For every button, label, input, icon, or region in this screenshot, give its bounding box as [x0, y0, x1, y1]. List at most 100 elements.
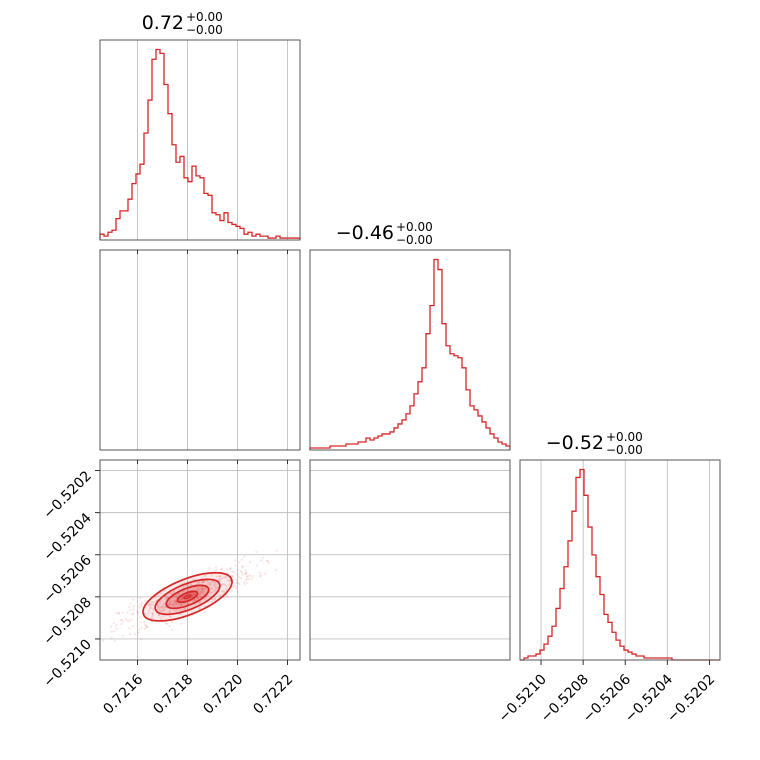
sample-point — [211, 580, 215, 583]
param-title-minus: −0.00 — [186, 23, 223, 37]
sample-point — [236, 568, 239, 572]
hist-panel-2: −0.52 +0.00−0.00 — [519, 430, 721, 661]
sample-point — [209, 581, 212, 585]
sample-point — [174, 602, 177, 606]
param-title-plus: +0.00 — [186, 10, 223, 24]
sample-point — [170, 603, 173, 607]
scatter-panel-0-1 — [99, 37, 301, 451]
sample-point — [258, 571, 262, 575]
sample-point — [110, 630, 113, 633]
sample-point — [245, 571, 248, 574]
sample-point — [147, 612, 150, 615]
sample-point — [137, 631, 140, 634]
sample-point — [180, 604, 183, 607]
x-tick-label: 0.7222 — [250, 672, 296, 718]
sample-point — [124, 617, 127, 621]
sample-point — [168, 609, 172, 612]
x-tick-label: 0.7216 — [100, 671, 146, 717]
sample-point — [129, 602, 132, 605]
sample-point — [243, 583, 246, 586]
sample-point — [160, 592, 163, 595]
sample-point — [210, 601, 213, 604]
sample-point — [222, 576, 226, 579]
scatter-panel-1-2 — [309, 459, 511, 661]
sample-point — [218, 578, 221, 581]
sample-point — [213, 589, 216, 592]
x-tick-label: 0.7220 — [200, 672, 246, 718]
sample-point — [198, 607, 201, 610]
sample-point — [228, 583, 231, 586]
sample-point — [171, 603, 174, 606]
sample-point — [224, 587, 228, 590]
sample-point — [221, 583, 225, 586]
sample-point — [177, 592, 180, 595]
sample-point — [132, 608, 135, 611]
sample-point — [209, 587, 212, 590]
sample-point — [164, 622, 168, 625]
sample-point — [169, 592, 172, 595]
sample-point — [219, 575, 223, 578]
sample-point — [245, 575, 248, 578]
sample-point — [164, 595, 167, 598]
contour-level-2 — [165, 584, 210, 610]
sample-point — [199, 591, 202, 594]
sample-point — [202, 580, 205, 584]
scatter-panel-0-2 — [99, 459, 301, 661]
scatter-panel-frame — [309, 459, 511, 661]
sample-point — [275, 569, 278, 572]
sample-point — [112, 621, 115, 625]
sample-point — [196, 588, 199, 591]
sample-point — [217, 575, 221, 578]
sample-point — [255, 550, 258, 554]
sample-point — [202, 589, 205, 592]
sample-point — [143, 627, 146, 631]
scatter-content — [102, 549, 278, 642]
sample-point — [202, 580, 206, 583]
sample-point — [179, 622, 183, 625]
sample-point — [169, 616, 172, 619]
sample-point — [176, 603, 179, 606]
sample-point — [144, 623, 147, 627]
scatter-panel-bg — [100, 250, 300, 450]
sample-point — [170, 628, 174, 631]
sample-point — [152, 603, 155, 607]
sample-point — [224, 576, 228, 579]
sample-point — [183, 608, 186, 611]
sample-point — [233, 571, 236, 574]
sample-point — [174, 609, 178, 612]
sample-point — [131, 612, 135, 615]
sample-point — [241, 564, 244, 568]
sample-point — [262, 556, 265, 559]
sample-point — [167, 603, 171, 606]
sample-point — [166, 622, 169, 625]
sample-point — [200, 589, 203, 592]
sample-point — [232, 584, 236, 587]
sample-point — [183, 581, 186, 584]
x-axis-2: −0.5210−0.5208−0.5206−0.5204−0.5202 — [496, 660, 718, 726]
sample-point — [180, 603, 183, 606]
sample-point — [192, 592, 195, 595]
sample-point — [161, 604, 165, 608]
sample-point — [136, 610, 139, 613]
sample-point — [181, 597, 184, 600]
sample-point — [131, 613, 134, 616]
sample-point — [243, 555, 246, 558]
sample-point — [150, 606, 153, 610]
sample-point — [151, 617, 154, 620]
sample-point — [159, 600, 162, 603]
sample-point — [174, 599, 177, 602]
sample-point — [144, 37, 146, 39]
sample-point — [128, 619, 131, 622]
sample-point — [235, 587, 238, 590]
sample-point — [183, 607, 186, 611]
sample-point — [178, 602, 181, 606]
sample-point — [196, 597, 200, 600]
sample-point — [132, 625, 135, 628]
sample-point — [158, 613, 161, 616]
hist-panel-frame — [99, 39, 301, 241]
sample-point — [148, 602, 151, 606]
sample-point — [172, 591, 175, 594]
sample-point — [243, 581, 246, 584]
sample-point — [196, 596, 199, 599]
sample-point — [174, 603, 177, 606]
